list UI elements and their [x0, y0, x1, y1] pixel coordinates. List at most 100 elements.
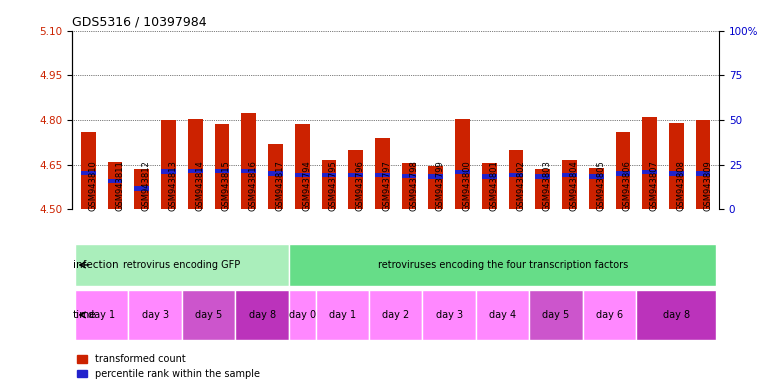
Text: GSM943798: GSM943798 — [409, 160, 418, 211]
Text: GSM943795: GSM943795 — [329, 160, 338, 211]
Text: GSM943810: GSM943810 — [88, 160, 97, 211]
Bar — [642, 117, 657, 209]
Bar — [182, 290, 235, 340]
Bar — [75, 244, 289, 286]
Bar — [696, 120, 711, 209]
Bar — [369, 290, 422, 340]
Bar — [476, 290, 530, 340]
Text: GSM943799: GSM943799 — [436, 160, 445, 211]
Bar — [108, 179, 123, 183]
Legend: transformed count, percentile rank within the sample: transformed count, percentile rank withi… — [77, 354, 260, 379]
Bar — [562, 160, 577, 209]
Text: day 1: day 1 — [88, 310, 115, 320]
Bar — [455, 119, 470, 209]
Bar — [536, 174, 550, 179]
Bar — [402, 163, 416, 209]
Bar — [636, 290, 716, 340]
Bar — [188, 169, 202, 173]
Text: day 8: day 8 — [249, 310, 275, 320]
Bar — [108, 162, 123, 209]
Text: GSM943807: GSM943807 — [650, 160, 659, 211]
Bar — [589, 168, 603, 209]
Text: day 0: day 0 — [288, 310, 316, 320]
Bar — [289, 290, 316, 340]
Bar — [268, 144, 283, 209]
Bar — [295, 124, 310, 209]
Text: day 1: day 1 — [329, 310, 356, 320]
Text: GSM943803: GSM943803 — [543, 160, 552, 211]
Text: day 2: day 2 — [382, 310, 409, 320]
Bar — [669, 123, 683, 209]
Bar — [616, 172, 630, 176]
Bar — [589, 174, 603, 179]
Text: GSM943805: GSM943805 — [596, 160, 605, 211]
Text: GSM943814: GSM943814 — [196, 160, 204, 211]
Bar — [530, 290, 583, 340]
Bar — [268, 172, 283, 176]
Bar — [642, 170, 657, 174]
Text: time: time — [73, 310, 97, 320]
Text: GSM943812: GSM943812 — [142, 160, 151, 211]
Bar — [322, 173, 336, 177]
Bar — [215, 169, 229, 173]
Text: GSM943796: GSM943796 — [355, 160, 365, 211]
Bar — [482, 163, 497, 209]
Text: retroviruses encoding the four transcription factors: retroviruses encoding the four transcrip… — [377, 260, 628, 270]
Bar — [482, 174, 497, 179]
Text: day 8: day 8 — [663, 310, 690, 320]
Text: day 6: day 6 — [596, 310, 623, 320]
Text: infection: infection — [73, 260, 119, 270]
Text: GSM943801: GSM943801 — [489, 160, 498, 211]
Bar — [135, 186, 149, 191]
Bar — [349, 150, 363, 209]
Bar — [428, 174, 443, 179]
Bar — [235, 290, 289, 340]
Text: GSM943811: GSM943811 — [115, 160, 124, 211]
Text: GSM943800: GSM943800 — [463, 160, 472, 211]
Text: day 3: day 3 — [435, 310, 463, 320]
Bar — [375, 138, 390, 209]
Bar — [428, 166, 443, 209]
Bar — [295, 173, 310, 177]
Bar — [289, 244, 716, 286]
Text: GDS5316 / 10397984: GDS5316 / 10397984 — [72, 15, 207, 28]
Text: GSM943794: GSM943794 — [302, 160, 311, 211]
Bar — [536, 169, 550, 209]
Bar — [583, 290, 636, 340]
Bar — [129, 290, 182, 340]
Text: GSM943813: GSM943813 — [168, 160, 177, 211]
Text: GSM943808: GSM943808 — [677, 160, 686, 211]
Bar — [188, 119, 202, 209]
Text: GSM943804: GSM943804 — [569, 160, 578, 211]
Bar — [135, 169, 149, 209]
Bar — [508, 150, 524, 209]
Bar — [422, 290, 476, 340]
Text: GSM943806: GSM943806 — [623, 160, 632, 211]
Bar — [402, 174, 416, 178]
Bar — [161, 120, 176, 209]
Text: GSM943816: GSM943816 — [249, 160, 258, 211]
Bar — [696, 172, 711, 176]
Bar — [241, 113, 256, 209]
Bar — [508, 173, 524, 177]
Text: GSM943802: GSM943802 — [516, 160, 525, 211]
Text: GSM943809: GSM943809 — [703, 160, 712, 211]
Text: GSM943815: GSM943815 — [222, 160, 231, 211]
Bar — [375, 173, 390, 177]
Text: GSM943797: GSM943797 — [382, 160, 391, 211]
Bar — [349, 173, 363, 177]
Bar — [215, 124, 229, 209]
Bar — [75, 290, 129, 340]
Text: retrovirus encoding GFP: retrovirus encoding GFP — [123, 260, 240, 270]
Bar — [81, 132, 96, 209]
Text: day 4: day 4 — [489, 310, 516, 320]
Bar — [455, 170, 470, 174]
Bar — [562, 173, 577, 177]
Bar — [81, 170, 96, 175]
Text: day 5: day 5 — [543, 310, 570, 320]
Text: day 3: day 3 — [142, 310, 169, 320]
Text: GSM943817: GSM943817 — [275, 160, 285, 211]
Bar — [616, 132, 630, 209]
Bar — [316, 290, 369, 340]
Bar — [241, 169, 256, 173]
